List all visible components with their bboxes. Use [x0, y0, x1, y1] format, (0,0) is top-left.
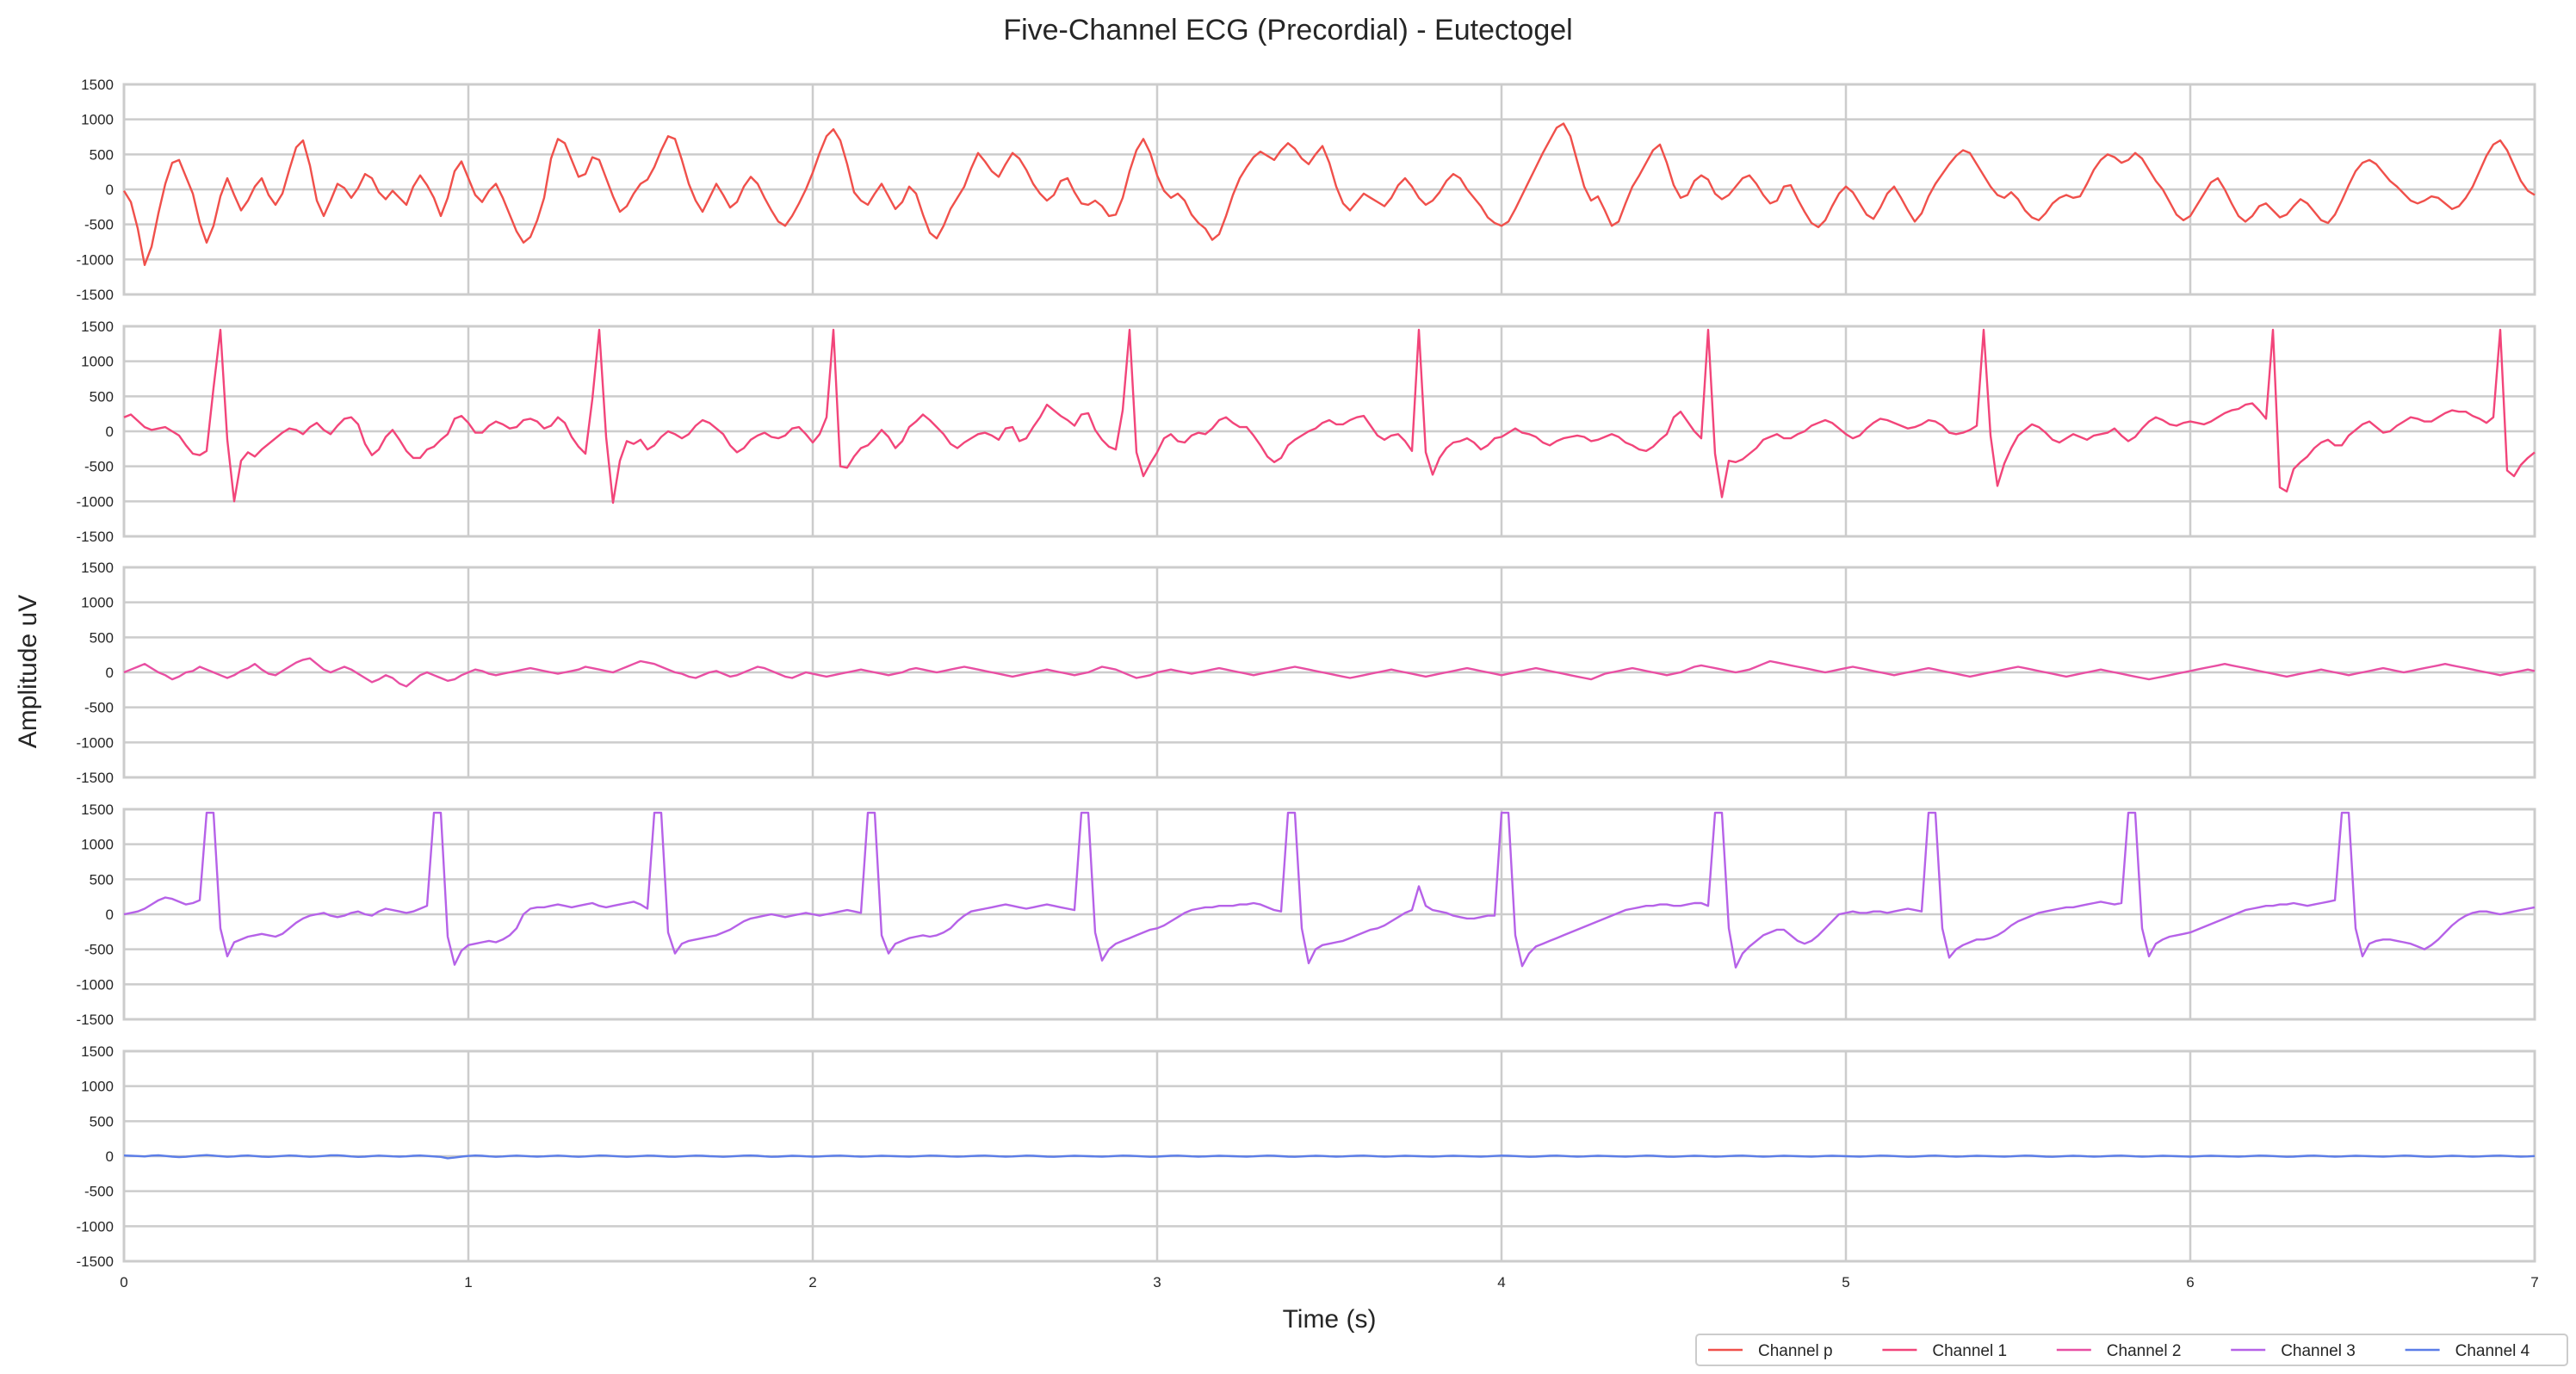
panel-channel-2: 1500 1000 500 0 -500 -1000 -1500 — [77, 560, 2536, 786]
y-tick-label: 500 — [90, 388, 114, 405]
y-tick-label: -500 — [84, 459, 114, 475]
x-tick-label: 3 — [1153, 1274, 1161, 1290]
panel-channel-4: 1500 1000 500 0 -500 -1000 -1500 — [77, 1043, 2536, 1270]
x-axis-label: Time (s) — [1283, 1305, 1377, 1334]
y-tick-label: -1000 — [77, 976, 114, 993]
series-line-channel-0 — [122, 122, 2536, 266]
legend-label: Channel 1 — [1932, 1342, 2007, 1360]
y-tick-label: 1000 — [81, 1079, 114, 1095]
y-tick-label: 1500 — [81, 319, 114, 335]
y-tick-label: 1000 — [81, 837, 114, 853]
y-tick-label: -500 — [84, 217, 114, 233]
y-tick-label: 1500 — [81, 560, 114, 576]
y-tick-label: -500 — [84, 700, 114, 716]
y-tick-label: -1000 — [77, 734, 114, 751]
legend-label: Channel 4 — [2455, 1342, 2530, 1360]
y-tick-label: 500 — [90, 1113, 114, 1130]
y-tick-label: 500 — [90, 629, 114, 646]
x-tick-label: 2 — [808, 1274, 816, 1290]
x-tick-label: 0 — [120, 1274, 127, 1290]
y-tick-label: -1000 — [77, 251, 114, 268]
series-line-channel-3 — [123, 811, 2536, 969]
x-tick-label: 7 — [2530, 1274, 2538, 1290]
y-tick-label: 0 — [106, 907, 114, 923]
y-tick-label: 0 — [106, 182, 114, 198]
series-line-channel-4 — [123, 1154, 2536, 1160]
y-axis-label: Amplitude uV — [14, 595, 42, 748]
y-tick-label: -1500 — [77, 1012, 114, 1028]
y-tick-label: 1000 — [81, 354, 114, 370]
legend-label: Channel 2 — [2107, 1342, 2182, 1360]
y-tick-label: -1500 — [77, 529, 114, 545]
y-tick-label: 500 — [90, 871, 114, 888]
panel-channel-0: 1500 1000 500 0 -500 -1000 -1500 — [77, 77, 2536, 303]
panel-frame — [122, 325, 2536, 538]
y-tick-label: 500 — [90, 146, 114, 163]
chart-title: Five-Channel ECG (Precordial) - Eutectog… — [1003, 14, 1572, 46]
y-tick-label: -500 — [84, 942, 114, 958]
y-tick-label: -1500 — [77, 287, 114, 303]
panel-channel-3: 1500 1000 500 0 -500 -1000 -1500 — [77, 802, 2536, 1028]
y-tick-label: 0 — [106, 1148, 114, 1165]
panel-frame — [122, 83, 2536, 296]
legend-label: Channel 3 — [2281, 1342, 2356, 1360]
y-tick-label: 1500 — [81, 802, 114, 818]
y-tick-label: -1000 — [77, 1218, 114, 1235]
y-tick-label: 1500 — [81, 77, 114, 93]
y-tick-label: -1500 — [77, 770, 114, 786]
legend-label: Channel p — [1758, 1342, 1833, 1360]
y-tick-label: -1000 — [77, 493, 114, 510]
panel-channel-1: 1500 1000 500 0 -500 -1000 -1500 — [77, 319, 2536, 545]
channel-panels: 1500 1000 500 0 -500 -1000 -1500 1500 1000 500 0 -5… — [77, 77, 2536, 1270]
y-tick-label: 0 — [106, 665, 114, 681]
y-tick-label: 0 — [106, 424, 114, 440]
y-tick-label: 1000 — [81, 595, 114, 611]
series-line-channel-1 — [123, 328, 2536, 504]
x-tick-label: 6 — [2186, 1274, 2194, 1290]
x-tick-label: 5 — [1842, 1274, 1849, 1290]
x-tick-labels: 0 1 2 3 4 5 6 7 — [120, 1274, 2538, 1290]
legend: Channel p Channel 1 Channel 2 Channel 3 Chan… — [1695, 1334, 2568, 1366]
legend-box — [1695, 1334, 2568, 1366]
y-tick-label: 1000 — [81, 112, 114, 128]
series-line-channel-2 — [123, 657, 2536, 688]
y-tick-label: -500 — [84, 1184, 114, 1200]
x-tick-label: 1 — [464, 1274, 472, 1290]
y-tick-label: 1500 — [81, 1043, 114, 1060]
y-tick-label: -1500 — [77, 1253, 114, 1270]
x-tick-label: 4 — [1497, 1274, 1505, 1290]
